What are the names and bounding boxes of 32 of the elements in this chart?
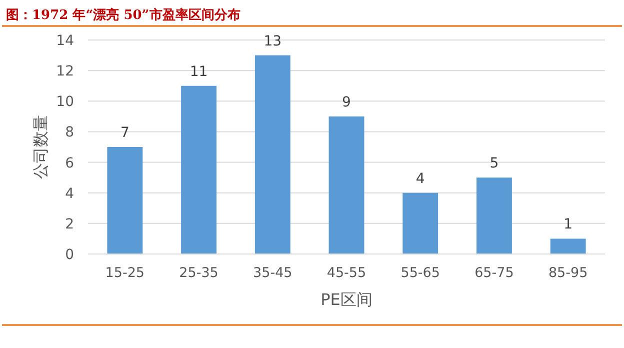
data-label: 9 (342, 94, 351, 110)
x-tick-label: 55-65 (400, 265, 440, 281)
x-tick-label: 85-95 (548, 265, 588, 281)
x-axis-title: PE区间 (320, 290, 372, 309)
bar (181, 86, 217, 254)
y-tick-label: 6 (65, 155, 74, 172)
y-tick-label: 12 (56, 64, 74, 80)
y-tick-label: 8 (65, 124, 74, 141)
y-tick-label: 2 (65, 216, 74, 232)
x-tick-label: 25-35 (179, 265, 218, 281)
y-tick-label: 4 (65, 186, 74, 202)
bar (107, 147, 143, 254)
y-tick-label: 0 (65, 247, 74, 263)
x-tick-label: 15-25 (105, 265, 145, 281)
data-label: 5 (490, 156, 499, 172)
data-label: 13 (264, 33, 282, 50)
chart-title: 图：1972 年“漂亮 50”市盈率区间分布 (6, 7, 240, 23)
x-tick-label: 65-75 (474, 265, 514, 281)
y-tick-label: 10 (56, 94, 74, 110)
data-label: 7 (120, 125, 130, 141)
data-label: 1 (564, 216, 573, 233)
y-axis-title: 公司数量 (31, 115, 50, 179)
bar (476, 178, 512, 254)
data-label: 4 (416, 170, 425, 187)
bar (402, 192, 438, 254)
bar (550, 238, 586, 254)
bar (328, 116, 364, 254)
y-tick-label: 14 (56, 33, 74, 49)
data-label: 11 (190, 64, 208, 80)
bar (254, 55, 290, 254)
x-tick-label: 45-55 (326, 265, 366, 281)
x-tick-label: 35-45 (253, 265, 292, 281)
